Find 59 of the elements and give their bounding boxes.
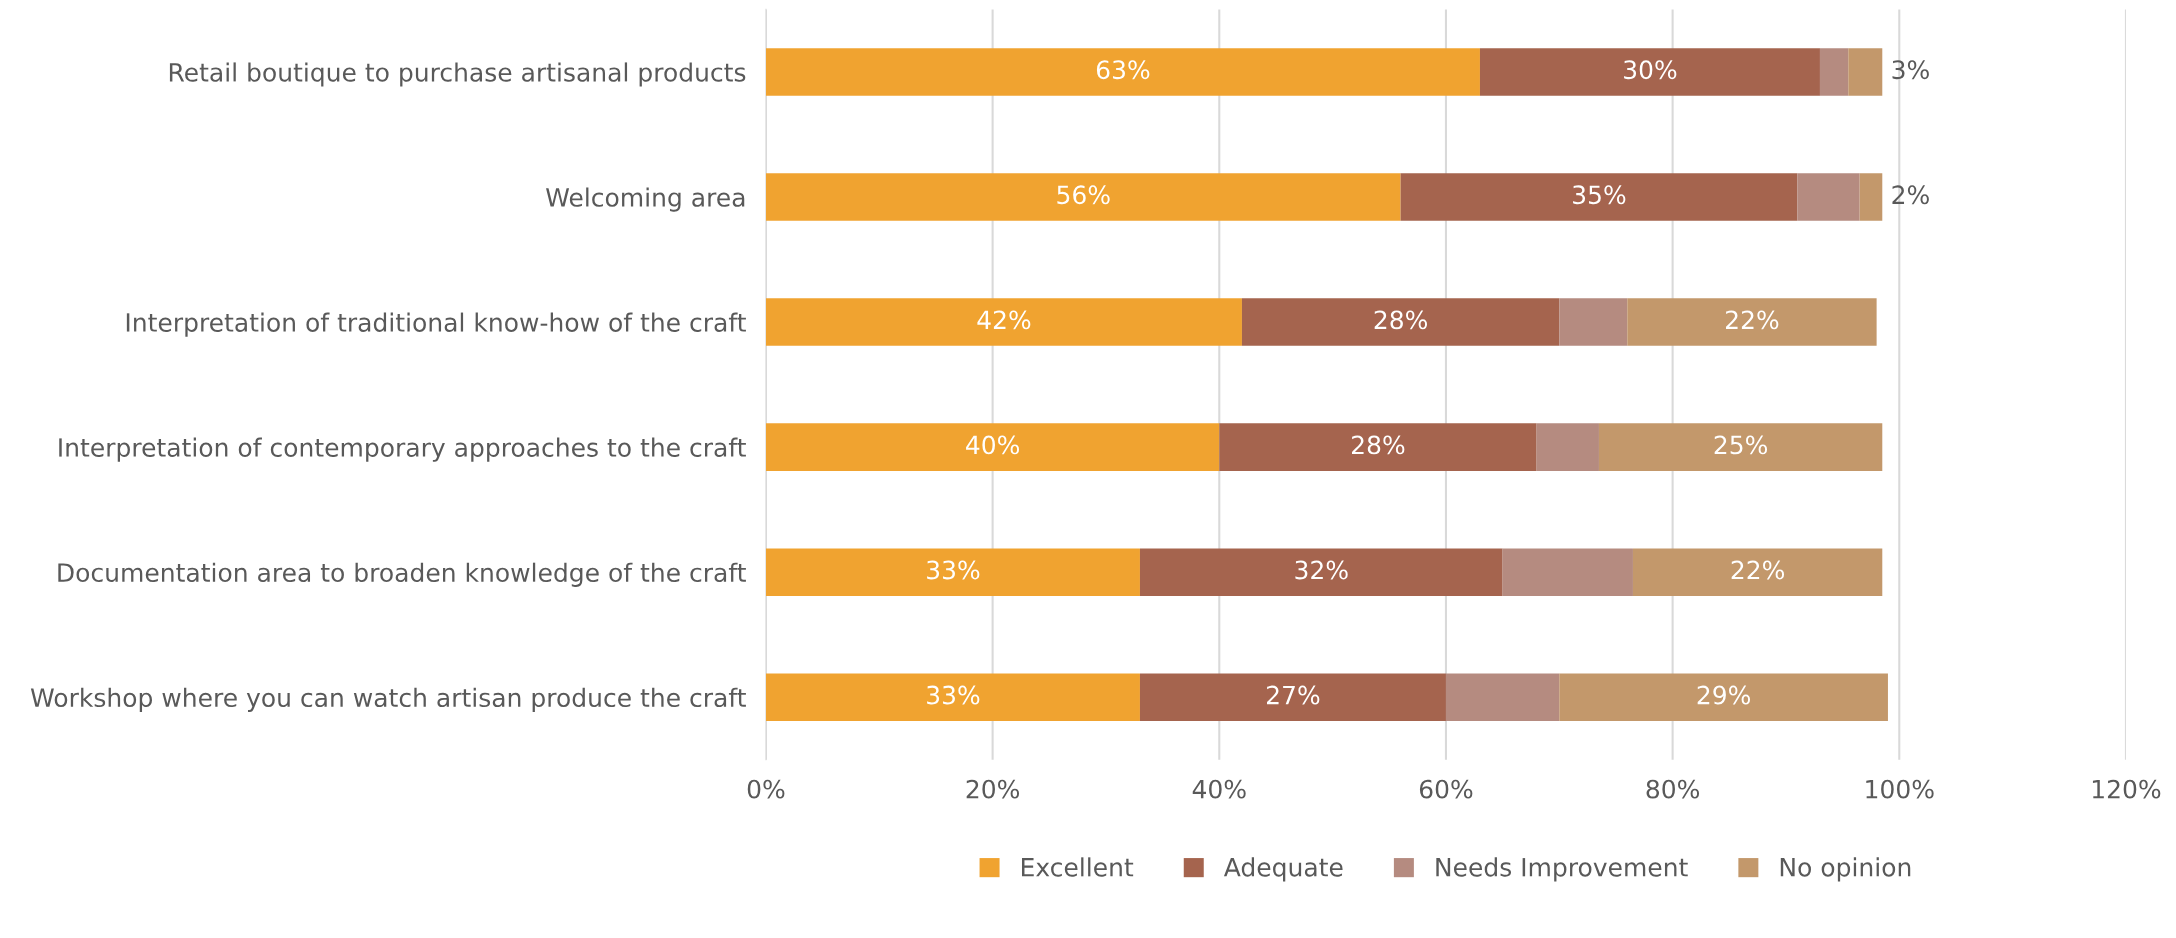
data-label: 28% [1352, 435, 1405, 455]
data-label: 22% [1731, 560, 1785, 580]
bar [1139, 548, 1503, 596]
data-label: 30% [1624, 60, 1677, 80]
data-label: 40% [966, 435, 1020, 455]
y-tick-label: Workshop where you can watch artisan produce the craft [30, 687, 746, 712]
bar [1848, 48, 1883, 96]
bar [765, 48, 1480, 96]
y-tick-label: Interpretation of traditional know-how of the craft [126, 312, 746, 337]
bar [765, 423, 1220, 471]
legend-label: No opinion [1780, 857, 1911, 882]
bar [1502, 548, 1633, 596]
x-tick-label: 20% [966, 779, 1020, 799]
bar [1859, 173, 1883, 221]
data-label: 28% [1374, 310, 1428, 330]
bar [765, 173, 1401, 221]
x-tick-label: 120% [2092, 779, 2161, 799]
bar [1559, 673, 1888, 722]
x-tick-label: 40% [1192, 779, 1246, 799]
data-label: 33% [927, 685, 980, 705]
legend-label: Excellent [1022, 857, 1134, 877]
x-tick-label: 60% [1419, 779, 1473, 799]
y-tick-label: Welcoming area [546, 187, 745, 212]
legend-label: Needs Improvement [1436, 857, 1688, 882]
y-tick-label: Interpretation of contemporary approaches to the craft [59, 437, 746, 462]
x-tick-label: 100% [1866, 779, 1934, 799]
bar [1536, 423, 1599, 471]
legend-label: Adequate [1223, 857, 1343, 882]
data-label: 63% [1096, 60, 1150, 80]
bar [765, 673, 1140, 722]
bar [1627, 298, 1877, 346]
bar [1598, 423, 1883, 471]
bar [1219, 423, 1537, 471]
x-tick-label: 80% [1646, 779, 1700, 799]
y-tick-label: Documentation area to broaden knowledge of the craft [58, 562, 746, 587]
data-label: 42% [977, 310, 1031, 330]
bar [1819, 48, 1849, 96]
bar [1241, 298, 1560, 346]
data-label: 25% [1714, 435, 1768, 455]
x-tick-label: 0% [747, 779, 785, 799]
bar [765, 298, 1242, 346]
bar [765, 548, 1140, 596]
bar [1479, 48, 1820, 96]
bar [1445, 673, 1560, 722]
data-label: 29% [1697, 685, 1751, 705]
data-label: 3% [1892, 60, 1929, 80]
data-label: 27% [1267, 685, 1320, 705]
bar [1139, 673, 1446, 722]
data-label: 32% [1295, 560, 1348, 580]
y-tick-label: Retail boutique to purchase artisanal products [169, 62, 746, 87]
bar [1797, 173, 1860, 221]
bar [1400, 173, 1798, 221]
bar [1559, 298, 1628, 346]
data-label: 33% [927, 560, 980, 580]
data-label: 35% [1573, 185, 1626, 205]
data-label: 22% [1726, 310, 1779, 330]
data-label: 56% [1057, 185, 1110, 205]
data-label: 2% [1892, 185, 1929, 205]
bar [1632, 548, 1883, 596]
